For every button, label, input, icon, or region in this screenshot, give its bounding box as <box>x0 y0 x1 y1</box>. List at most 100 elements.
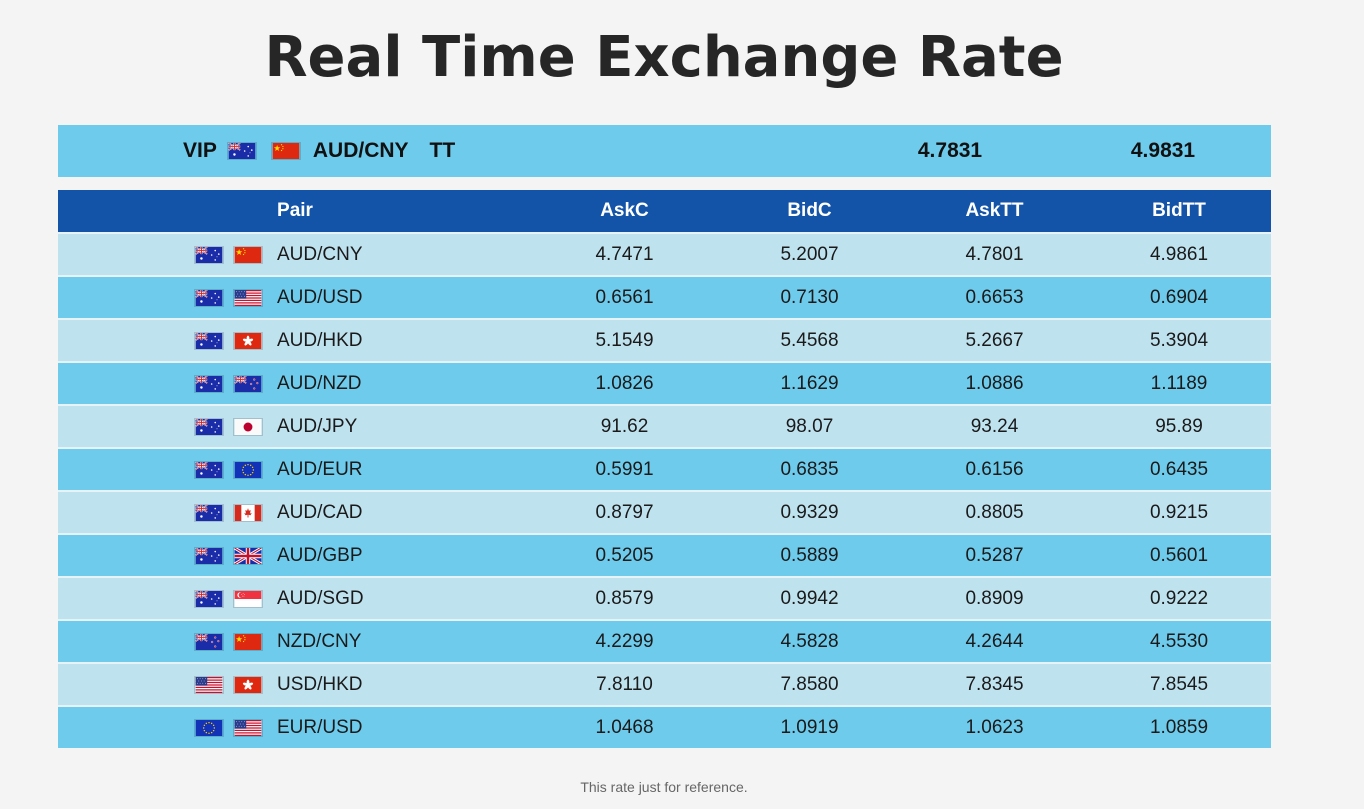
table-row: AUD/CAD 0.8797 0.9329 0.8805 0.9215 <box>58 490 1271 534</box>
pair-cell: EUR/USD <box>58 705 532 748</box>
us-flag-icon <box>233 718 263 737</box>
au-flag-icon <box>194 288 224 307</box>
au-flag-icon <box>194 331 224 350</box>
pair-cell: USD/HKD <box>58 662 532 706</box>
vip-ask-rate: 4.7831 <box>917 139 983 162</box>
pair-label: AUD/NZD <box>277 372 362 394</box>
jp-flag-icon <box>233 417 263 436</box>
bidtt-value: 1.1189 <box>1087 361 1271 405</box>
pair-label: EUR/USD <box>277 716 363 738</box>
bidc-value: 0.9942 <box>717 576 902 620</box>
bidtt-value: 0.6435 <box>1087 447 1271 491</box>
au-flag-icon <box>194 374 224 393</box>
table-row: AUD/NZD 1.0826 1.1629 1.0886 1.1189 <box>58 361 1271 405</box>
table-row: AUD/CNY 4.7471 5.2007 4.7801 4.9861 <box>58 232 1271 276</box>
askc-value: 1.0826 <box>532 361 717 405</box>
pair-label: AUD/HKD <box>277 329 363 351</box>
bidtt-value: 4.5530 <box>1087 619 1271 663</box>
pair-label: AUD/GBP <box>277 544 363 566</box>
asktt-value: 1.0623 <box>902 705 1087 748</box>
gb-flag-icon <box>233 546 263 565</box>
asktt-value: 5.2667 <box>902 318 1087 362</box>
asktt-value: 0.6653 <box>902 275 1087 319</box>
askc-value: 0.8579 <box>532 576 717 620</box>
header-pair: Pair <box>58 190 532 233</box>
us-flag-icon <box>194 675 224 694</box>
au-flag-icon <box>194 589 224 608</box>
pair-cell: AUD/EUR <box>58 447 532 491</box>
us-flag-icon <box>233 288 263 307</box>
askc-value: 5.1549 <box>532 318 717 362</box>
askc-value: 1.0468 <box>532 705 717 748</box>
pair-label: NZD/CNY <box>277 630 362 652</box>
pair-label: AUD/CAD <box>277 501 363 523</box>
au-flag-icon <box>194 417 224 436</box>
sg-flag-icon <box>233 589 263 608</box>
cn-flag-icon <box>233 245 263 264</box>
bidtt-value: 7.8545 <box>1087 662 1271 706</box>
hk-flag-icon <box>233 331 263 350</box>
bidc-value: 0.9329 <box>717 490 902 534</box>
bidc-value: 5.4568 <box>717 318 902 362</box>
bidc-value: 7.8580 <box>717 662 902 706</box>
bidc-value: 4.5828 <box>717 619 902 663</box>
pair-cell: AUD/SGD <box>58 576 532 620</box>
au-flag-icon <box>194 503 224 522</box>
ca-flag-icon <box>233 503 263 522</box>
eu-flag-icon <box>194 718 224 737</box>
pair-label: AUD/USD <box>277 286 363 308</box>
au-flag-icon <box>226 142 257 160</box>
reference-note: This rate just for reference. <box>580 779 748 795</box>
au-flag-icon <box>194 546 224 565</box>
table-row: AUD/GBP 0.5205 0.5889 0.5287 0.5601 <box>58 533 1271 577</box>
table-header-row: Pair AskC BidC AskTT BidTT <box>58 190 1271 233</box>
bidc-value: 98.07 <box>717 404 902 448</box>
page-title: Real Time Exchange Rate <box>264 25 1064 90</box>
askc-value: 0.6561 <box>532 275 717 319</box>
pair-cell: AUD/USD <box>58 275 532 319</box>
pair-cell: AUD/GBP <box>58 533 532 577</box>
pair-label: USD/HKD <box>277 673 363 695</box>
eu-flag-icon <box>233 460 263 479</box>
vip-rate-bar: VIP AUD/CNY TT 4.7831 4.9831 <box>58 125 1271 177</box>
bidc-value: 1.1629 <box>717 361 902 405</box>
table-row: NZD/CNY 4.2299 4.5828 4.2644 4.5530 <box>58 619 1271 663</box>
askc-value: 7.8110 <box>532 662 717 706</box>
cn-flag-icon <box>270 142 301 160</box>
asktt-value: 4.2644 <box>902 619 1087 663</box>
header-askc: AskC <box>532 190 717 233</box>
bidc-value: 0.6835 <box>717 447 902 491</box>
vip-type: TT <box>429 139 456 162</box>
askc-value: 0.8797 <box>532 490 717 534</box>
vip-pair-info: VIP AUD/CNY TT <box>183 125 455 177</box>
bidtt-value: 95.89 <box>1087 404 1271 448</box>
pair-label: AUD/CNY <box>277 243 363 265</box>
bidc-value: 5.2007 <box>717 232 902 276</box>
pair-cell: AUD/NZD <box>58 361 532 405</box>
pair-label: AUD/SGD <box>277 587 364 609</box>
table-row: AUD/USD 0.6561 0.7130 0.6653 0.6904 <box>58 275 1271 319</box>
asktt-value: 0.6156 <box>902 447 1087 491</box>
table-row: AUD/EUR 0.5991 0.6835 0.6156 0.6435 <box>58 447 1271 491</box>
header-bidtt: BidTT <box>1087 190 1271 233</box>
asktt-value: 0.5287 <box>902 533 1087 577</box>
header-bidc: BidC <box>717 190 902 233</box>
bidtt-value: 0.6904 <box>1087 275 1271 319</box>
vip-label: VIP <box>183 139 217 162</box>
pair-cell: AUD/JPY <box>58 404 532 448</box>
asktt-value: 0.8805 <box>902 490 1087 534</box>
nz-flag-icon <box>233 374 263 393</box>
hk-flag-icon <box>233 675 263 694</box>
askc-value: 0.5991 <box>532 447 717 491</box>
table-row: AUD/HKD 5.1549 5.4568 5.2667 5.3904 <box>58 318 1271 362</box>
asktt-value: 0.8909 <box>902 576 1087 620</box>
cn-flag-icon <box>233 632 263 651</box>
pair-label: AUD/JPY <box>277 415 358 437</box>
asktt-value: 1.0886 <box>902 361 1087 405</box>
bidtt-value: 0.5601 <box>1087 533 1271 577</box>
pair-label: AUD/EUR <box>277 458 363 480</box>
bidc-value: 0.5889 <box>717 533 902 577</box>
header-asktt: AskTT <box>902 190 1087 233</box>
pair-cell: AUD/CAD <box>58 490 532 534</box>
asktt-value: 93.24 <box>902 404 1087 448</box>
